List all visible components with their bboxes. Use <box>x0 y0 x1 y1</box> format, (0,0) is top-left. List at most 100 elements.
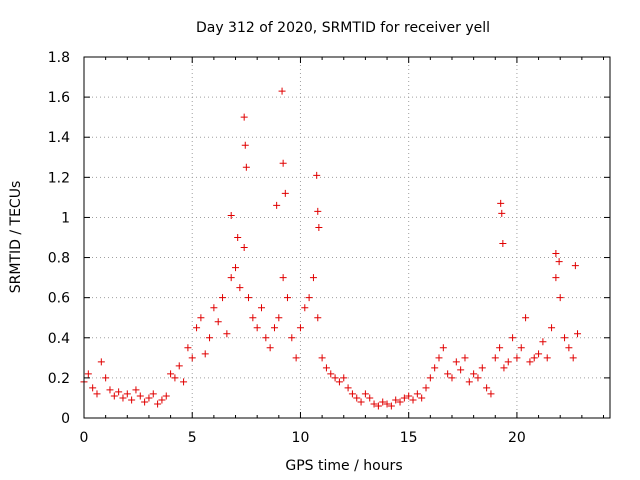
data-point <box>552 250 560 258</box>
data-point <box>318 354 326 362</box>
data-point <box>353 394 361 402</box>
data-point <box>413 390 421 398</box>
data-point <box>240 244 248 252</box>
data-point <box>396 398 404 406</box>
data-point <box>474 374 482 382</box>
data-point <box>499 240 507 248</box>
y-tick-label: 1 <box>61 210 70 226</box>
y-tick-label: 1.4 <box>48 130 70 146</box>
data-point <box>145 394 153 402</box>
data-point <box>517 344 525 352</box>
data-point <box>491 354 499 362</box>
y-tick-label: 0.6 <box>48 291 70 307</box>
data-point <box>314 207 322 215</box>
data-point <box>270 324 278 332</box>
x-tick-label: 0 <box>80 430 89 446</box>
data-point <box>322 364 330 372</box>
data-point <box>279 159 287 167</box>
data-point <box>115 388 123 396</box>
data-point <box>301 304 309 312</box>
data-point <box>448 374 456 382</box>
data-point <box>344 384 352 392</box>
data-point <box>400 394 408 402</box>
data-point <box>409 396 417 404</box>
data-point <box>552 274 560 282</box>
y-tick-label: 1.8 <box>48 50 70 66</box>
data-point <box>234 234 242 241</box>
data-point <box>102 374 110 382</box>
data-point <box>154 400 162 408</box>
data-point <box>418 394 426 402</box>
data-point <box>110 392 118 400</box>
data-point <box>478 364 486 372</box>
data-point <box>158 396 166 404</box>
data-point <box>162 392 170 400</box>
data-point <box>405 392 413 400</box>
data-point <box>279 274 287 282</box>
data-point <box>313 171 321 179</box>
data-point <box>206 334 214 342</box>
y-tick-label: 0.2 <box>48 371 70 387</box>
data-point <box>184 344 192 352</box>
data-point <box>227 211 235 219</box>
data-point <box>257 304 265 312</box>
data-point <box>530 354 538 362</box>
data-point <box>132 386 140 394</box>
data-point <box>278 87 286 95</box>
data-point <box>197 314 205 322</box>
data-point <box>305 294 313 302</box>
data-point <box>383 400 391 408</box>
data-point <box>498 209 506 217</box>
data-point <box>188 354 196 362</box>
data-point <box>141 398 149 406</box>
y-tick-label: 0 <box>61 411 70 427</box>
data-point <box>119 394 127 402</box>
data-point <box>513 354 521 362</box>
data-point <box>387 402 395 410</box>
data-point <box>253 324 261 332</box>
data-point <box>556 294 564 302</box>
data-point <box>366 394 374 402</box>
data-point <box>379 398 387 406</box>
x-tick-label: 5 <box>188 430 197 446</box>
data-point <box>535 350 543 358</box>
data-point <box>335 378 343 386</box>
data-point <box>240 113 248 121</box>
x-tick-label: 10 <box>292 430 310 446</box>
data-point <box>315 223 323 231</box>
data-point <box>180 378 188 386</box>
data-point <box>210 304 218 312</box>
data-point <box>136 392 144 400</box>
x-tick-label: 20 <box>508 430 526 446</box>
data-point <box>561 334 569 342</box>
data-point <box>496 344 504 352</box>
y-tick-label: 1.2 <box>48 170 70 186</box>
data-point <box>392 396 400 404</box>
data-point <box>288 334 296 342</box>
data-point <box>227 274 235 282</box>
data-point <box>348 390 356 398</box>
plot-frame <box>83 56 611 419</box>
data-point <box>435 354 443 362</box>
data-point <box>214 318 222 326</box>
data-points <box>80 87 582 410</box>
data-point <box>281 189 289 197</box>
data-point <box>571 262 579 270</box>
data-point <box>457 366 465 374</box>
data-point <box>470 370 478 378</box>
data-point <box>89 384 97 392</box>
data-point <box>461 354 469 362</box>
data-point <box>262 334 270 342</box>
data-point <box>241 141 249 149</box>
data-point <box>219 294 227 302</box>
data-point <box>497 199 505 207</box>
data-point <box>487 390 495 398</box>
data-point <box>93 390 101 398</box>
y-axis-label: SRMTID / TECUs <box>8 181 24 294</box>
data-point <box>327 370 335 378</box>
data-point <box>452 358 460 366</box>
data-point <box>232 264 240 272</box>
data-point <box>357 398 365 406</box>
data-point <box>370 400 378 408</box>
data-point <box>266 344 274 352</box>
